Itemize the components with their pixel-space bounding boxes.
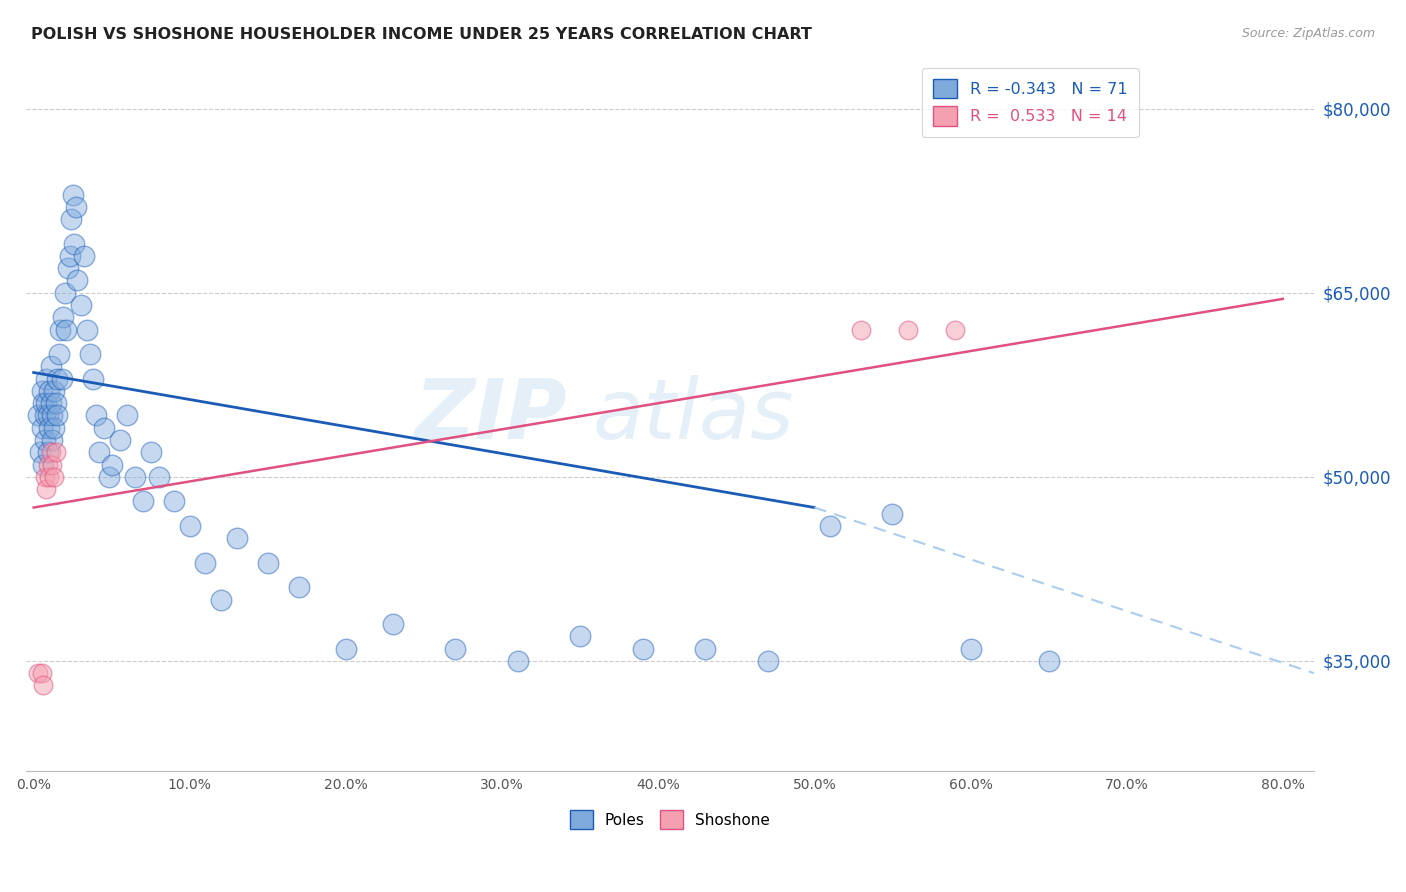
Point <box>132 494 155 508</box>
Point <box>62 187 84 202</box>
Point <box>194 556 217 570</box>
Point <box>34 409 56 423</box>
Point <box>55 322 77 336</box>
Legend: Poles, Shoshone: Poles, Shoshone <box>564 804 776 835</box>
Point <box>45 396 67 410</box>
Point <box>851 322 873 336</box>
Point <box>117 409 139 423</box>
Point <box>31 421 53 435</box>
Point <box>69 298 91 312</box>
Point <box>124 470 146 484</box>
Point <box>49 322 72 336</box>
Point <box>179 519 201 533</box>
Point <box>37 458 59 472</box>
Point <box>65 200 87 214</box>
Point <box>42 470 65 484</box>
Text: ZIP: ZIP <box>415 375 567 456</box>
Point <box>37 445 59 459</box>
Point <box>39 445 62 459</box>
Point <box>79 347 101 361</box>
Point <box>66 273 89 287</box>
Point <box>39 396 62 410</box>
Point <box>959 641 981 656</box>
Point <box>943 322 966 336</box>
Point <box>34 470 56 484</box>
Point <box>444 641 467 656</box>
Point <box>45 445 67 459</box>
Point <box>38 384 60 398</box>
Point <box>41 409 63 423</box>
Point <box>34 433 56 447</box>
Point <box>39 359 62 374</box>
Point <box>225 531 247 545</box>
Point <box>693 641 716 656</box>
Point <box>35 482 58 496</box>
Point <box>93 421 115 435</box>
Point <box>73 249 96 263</box>
Point <box>257 556 280 570</box>
Point <box>41 458 63 472</box>
Point <box>35 396 58 410</box>
Point <box>46 409 69 423</box>
Point <box>31 666 53 681</box>
Point <box>56 261 79 276</box>
Text: POLISH VS SHOSHONE HOUSEHOLDER INCOME UNDER 25 YEARS CORRELATION CHART: POLISH VS SHOSHONE HOUSEHOLDER INCOME UN… <box>31 27 811 42</box>
Point <box>76 322 98 336</box>
Text: atlas: atlas <box>593 375 794 456</box>
Point <box>28 445 51 459</box>
Point <box>27 409 49 423</box>
Point <box>756 654 779 668</box>
Point <box>32 458 55 472</box>
Point <box>84 409 107 423</box>
Point <box>59 249 82 263</box>
Point <box>41 433 63 447</box>
Point <box>148 470 170 484</box>
Point <box>42 384 65 398</box>
Point <box>60 212 83 227</box>
Point <box>882 507 904 521</box>
Text: Source: ZipAtlas.com: Source: ZipAtlas.com <box>1241 27 1375 40</box>
Point <box>32 678 55 692</box>
Point <box>82 372 104 386</box>
Point <box>48 347 70 361</box>
Point <box>53 285 76 300</box>
Point <box>163 494 186 508</box>
Point <box>108 433 131 447</box>
Point <box>51 372 73 386</box>
Point <box>97 470 120 484</box>
Point <box>818 519 841 533</box>
Point <box>32 396 55 410</box>
Point <box>381 617 404 632</box>
Point <box>506 654 529 668</box>
Point <box>42 421 65 435</box>
Point <box>46 372 69 386</box>
Point <box>27 666 49 681</box>
Point <box>288 580 311 594</box>
Point <box>89 445 111 459</box>
Point <box>38 421 60 435</box>
Point <box>897 322 920 336</box>
Point <box>35 372 58 386</box>
Point <box>1038 654 1060 668</box>
Point <box>631 641 654 656</box>
Point <box>31 384 53 398</box>
Point <box>52 310 75 325</box>
Point <box>139 445 162 459</box>
Point <box>63 236 86 251</box>
Point <box>100 458 122 472</box>
Point <box>569 629 592 643</box>
Point <box>335 641 357 656</box>
Point <box>37 409 59 423</box>
Point <box>209 592 232 607</box>
Point <box>38 470 60 484</box>
